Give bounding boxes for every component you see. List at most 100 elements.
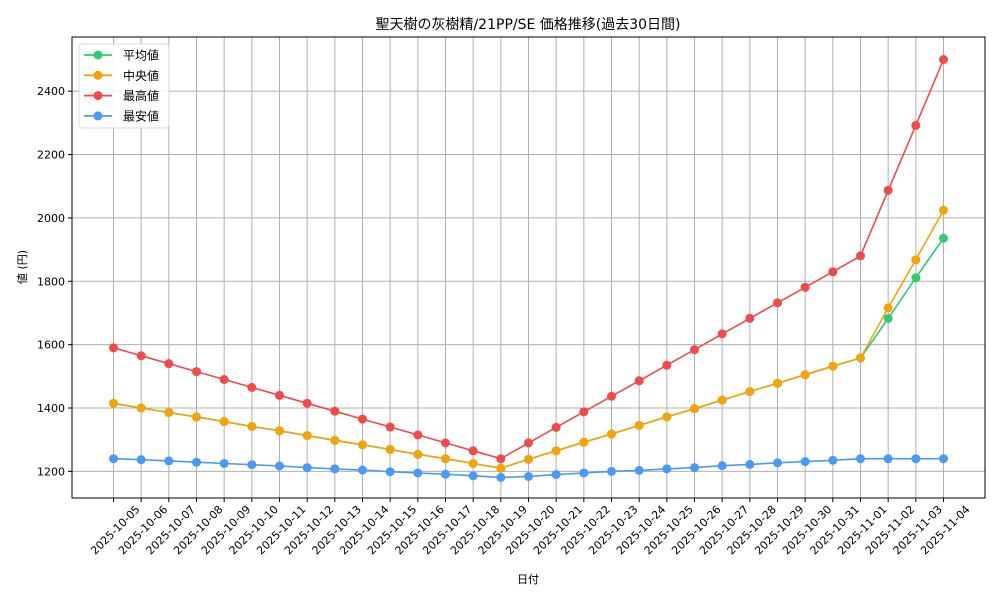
data-point	[468, 446, 478, 456]
data-point	[109, 398, 118, 408]
data-point	[856, 353, 865, 363]
legend-box	[78, 43, 170, 129]
data-point	[109, 343, 118, 353]
x-axis-label: 日付	[517, 573, 539, 586]
data-point	[828, 267, 838, 277]
data-point	[634, 420, 644, 430]
data-point	[939, 54, 948, 64]
data-point	[524, 438, 533, 448]
data-point	[717, 329, 727, 339]
data-point	[302, 398, 312, 408]
data-point	[330, 464, 340, 474]
data-point	[441, 469, 450, 479]
data-point	[441, 454, 450, 464]
data-point	[219, 417, 229, 427]
data-point	[275, 461, 284, 471]
legend-marker-icon	[93, 91, 103, 101]
data-point	[579, 468, 589, 478]
data-point	[607, 391, 616, 401]
data-point	[164, 456, 174, 466]
legend-label: 最高値	[123, 88, 159, 103]
data-point	[358, 440, 367, 450]
data-point	[551, 422, 561, 432]
data-point	[192, 457, 201, 467]
data-point	[939, 205, 948, 215]
data-point	[136, 455, 146, 465]
data-point	[496, 463, 506, 473]
data-point	[828, 361, 838, 371]
series-3	[109, 454, 948, 482]
data-point	[302, 463, 312, 473]
data-point	[607, 466, 616, 476]
data-point	[856, 454, 865, 464]
data-point	[773, 458, 782, 468]
data-point	[358, 414, 367, 424]
data-point	[413, 468, 423, 478]
data-point	[247, 421, 257, 431]
data-point	[745, 459, 755, 469]
data-point	[358, 465, 367, 475]
data-point	[634, 376, 644, 386]
data-point	[939, 454, 948, 464]
data-point	[634, 465, 644, 475]
data-point	[911, 120, 921, 130]
data-point	[524, 454, 533, 464]
y-tick-label: 1200	[37, 465, 65, 478]
series-2	[109, 54, 948, 464]
data-point	[662, 464, 672, 474]
data-point	[192, 412, 201, 422]
data-point	[690, 404, 699, 414]
data-point	[413, 430, 423, 440]
data-point	[745, 313, 755, 323]
legend-marker-icon	[93, 111, 103, 121]
data-point	[496, 454, 506, 464]
legend-item: 最高値	[84, 88, 159, 103]
data-point	[164, 407, 174, 417]
legend-label: 最安値	[123, 108, 159, 123]
data-point	[690, 345, 699, 355]
legend-item: 中央値	[84, 68, 159, 83]
data-point	[275, 426, 284, 436]
legend-label: 平均値	[123, 48, 159, 63]
legend-item: 最安値	[84, 108, 159, 123]
y-tick-label: 1800	[37, 275, 65, 288]
data-point	[911, 255, 921, 265]
data-point	[524, 471, 533, 481]
data-point	[136, 403, 146, 413]
data-point	[717, 395, 727, 405]
y-tick-label: 2000	[37, 212, 65, 225]
data-point	[800, 370, 810, 380]
data-point	[883, 454, 893, 464]
data-point	[385, 467, 395, 477]
x-axis-ticks: 2025-10-052025-10-062025-10-072025-10-08…	[88, 498, 973, 557]
data-point	[136, 351, 146, 361]
legend-marker-icon	[93, 70, 103, 80]
data-point	[330, 406, 340, 416]
data-point	[662, 360, 672, 370]
data-point	[385, 445, 395, 455]
chart-title: 聖天樹の灰樹精/21PP/SE 価格推移(過去30日間)	[375, 17, 680, 33]
data-point	[496, 472, 506, 482]
data-point	[717, 461, 727, 471]
legend-label: 中央値	[123, 68, 159, 83]
y-tick-label: 1600	[37, 339, 65, 352]
y-tick-label: 2400	[37, 85, 65, 98]
data-point	[939, 233, 948, 243]
y-axis-label: 値 (円)	[16, 250, 29, 284]
data-point	[579, 437, 589, 447]
data-point	[856, 251, 865, 261]
data-point	[690, 463, 699, 473]
data-point	[828, 455, 838, 465]
data-point	[911, 454, 921, 464]
legend-item: 平均値	[84, 48, 159, 63]
y-axis-ticks: 1200 1400 1600 1800 2000 2200 2400	[37, 85, 72, 478]
data-point	[773, 298, 782, 308]
data-point	[883, 303, 893, 313]
data-point	[800, 282, 810, 292]
data-point	[247, 382, 257, 392]
data-point	[607, 429, 616, 439]
data-point	[247, 460, 257, 470]
data-point	[883, 185, 893, 195]
